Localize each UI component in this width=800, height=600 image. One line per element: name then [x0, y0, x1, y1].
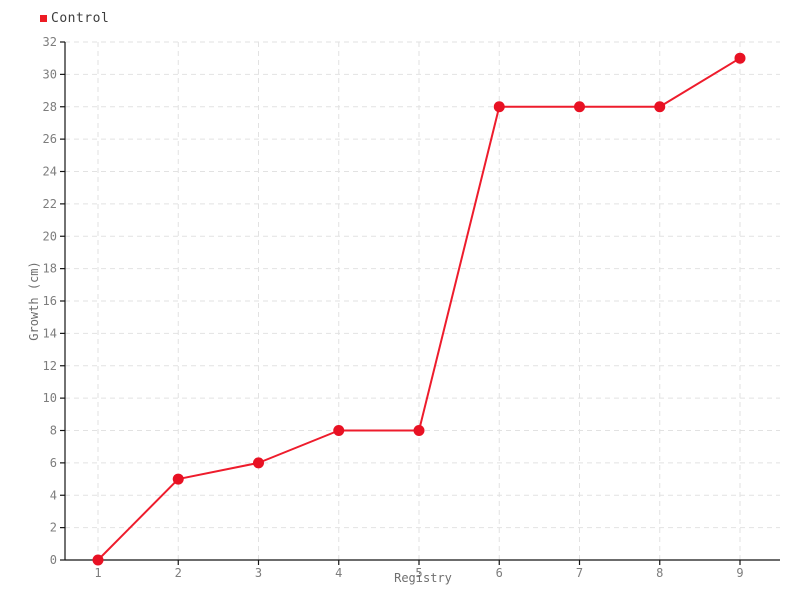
y-tick-label: 0: [50, 553, 57, 567]
legend: Control: [40, 11, 109, 26]
y-axis-label: Growth (cm): [27, 261, 41, 341]
y-tick-label: 24: [43, 165, 57, 179]
y-tick-label: 20: [43, 229, 57, 243]
data-point: [172, 473, 184, 485]
y-tick-label: 16: [43, 294, 57, 308]
y-tick-label: 30: [43, 67, 57, 81]
x-tick-label: 1: [94, 566, 101, 580]
y-tick-label: 12: [43, 359, 57, 373]
x-tick-label: 2: [175, 566, 182, 580]
x-tick-label: 8: [656, 566, 663, 580]
y-tick-label: 14: [43, 326, 57, 340]
data-point: [734, 52, 746, 64]
x-tick-label: 3: [255, 566, 262, 580]
y-tick-label: 22: [43, 197, 57, 211]
x-axis-label: Registry: [394, 571, 452, 585]
data-point: [253, 457, 264, 469]
y-tick-label: 10: [43, 391, 57, 405]
data-point: [92, 554, 104, 566]
data-point: [333, 425, 345, 436]
data-point: [493, 101, 505, 113]
y-tick-label: 6: [50, 456, 57, 470]
x-tick-label: 9: [736, 566, 743, 580]
y-tick-label: 4: [50, 488, 57, 502]
data-point: [413, 425, 425, 436]
data-point: [654, 101, 666, 113]
y-tick-label: 32: [43, 35, 57, 49]
legend-label-control: Control: [51, 11, 110, 26]
x-tick-label: 5: [415, 566, 422, 580]
y-tick-label: 2: [50, 521, 57, 535]
x-tick-label: 4: [335, 566, 342, 580]
y-tick-label: 18: [43, 262, 57, 276]
legend-swatch-control: [40, 15, 47, 22]
data-point: [574, 101, 585, 113]
y-tick-label: 26: [43, 132, 57, 146]
y-tick-label: 8: [50, 424, 57, 438]
x-tick-label: 7: [576, 566, 583, 580]
y-tick-label: 28: [43, 100, 57, 114]
x-tick-label: 6: [496, 566, 503, 580]
axes: [60, 41, 780, 565]
series-control: [92, 52, 746, 566]
grid: [65, 41, 780, 560]
